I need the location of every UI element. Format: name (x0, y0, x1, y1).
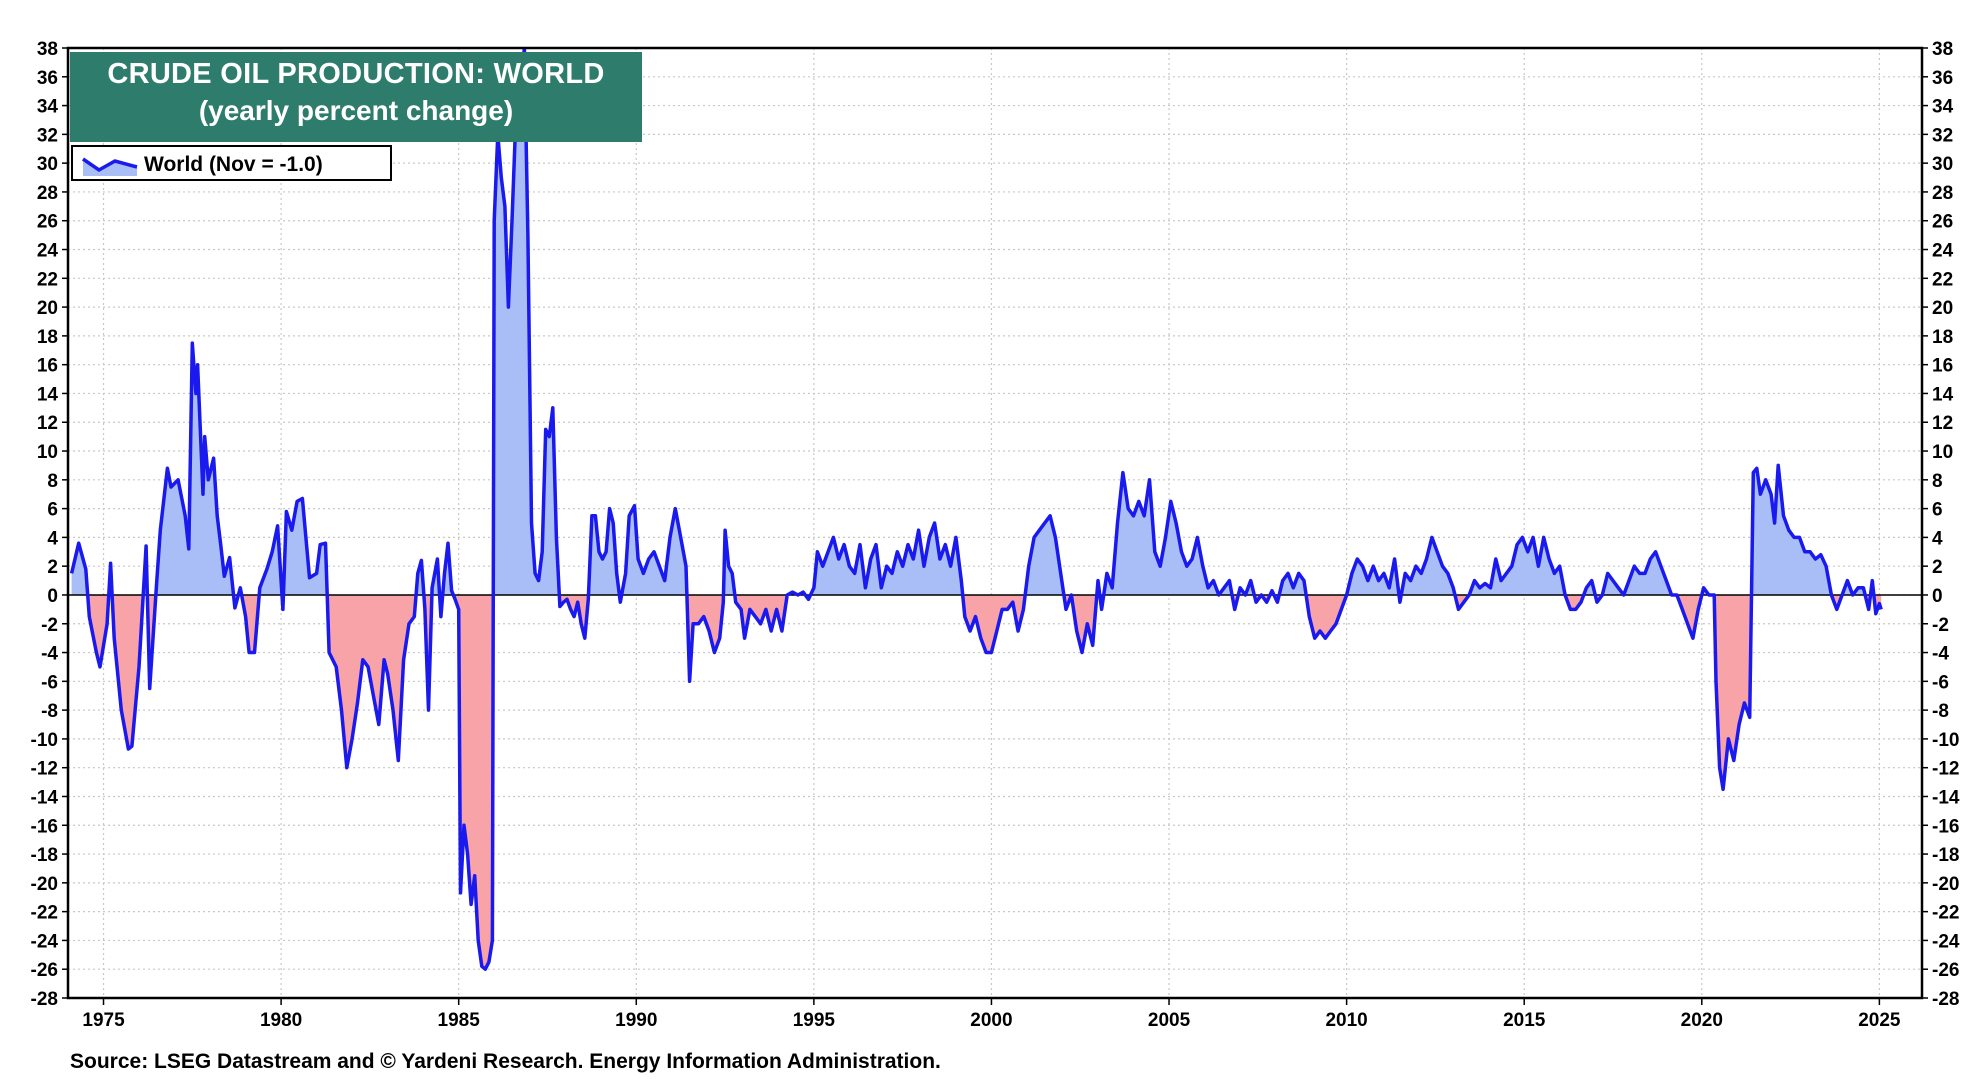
y-tick-label-right: -12 (1932, 759, 1959, 780)
y-tick-label-left: 4 (47, 528, 58, 549)
y-tick-label-right: 16 (1932, 356, 1953, 377)
y-tick-label-right: -20 (1932, 874, 1959, 895)
x-tick-label: 2025 (1858, 1010, 1901, 1031)
y-tick-label-right: 18 (1932, 327, 1953, 348)
y-tick-label-right: -28 (1932, 989, 1959, 1010)
x-tick-label: 2020 (1681, 1010, 1723, 1031)
y-tick-label-left: 2 (47, 557, 58, 578)
y-tick-label-right: 32 (1932, 125, 1953, 146)
y-tick-label-right: -10 (1932, 730, 1959, 751)
y-tick-label-left: -8 (41, 701, 58, 722)
y-tick-label-right: 20 (1932, 298, 1953, 319)
legend-swatch-icon (82, 157, 138, 176)
positive-area (71, 48, 1874, 595)
y-tick-label-left: 38 (37, 39, 58, 60)
y-tick-label-right: -18 (1932, 845, 1959, 866)
y-tick-label-left: 36 (37, 68, 58, 89)
y-tick-label-left: -24 (31, 931, 59, 952)
y-tick-label-right: -6 (1932, 672, 1949, 693)
world-series-line (69, 48, 1883, 971)
y-tick-label-left: 14 (37, 384, 59, 405)
y-tick-label-right: 36 (1932, 68, 1953, 89)
plot-frame (66, 46, 1924, 1000)
negative-area (71, 594, 1882, 970)
y-tick-label-right: -8 (1932, 701, 1949, 722)
y-tick-label-right: -22 (1932, 903, 1959, 924)
y-tick-label-right: 2 (1932, 557, 1943, 578)
y-tick-label-left: 8 (47, 471, 58, 492)
x-tick-label: 2005 (1148, 1010, 1191, 1031)
grid (68, 47, 1922, 999)
area-fill (71, 48, 1882, 970)
y-tick-label-right: 30 (1932, 154, 1953, 175)
y-tick-label-left: -26 (31, 960, 58, 981)
source-note: Source: LSEG Datastream and © Yardeni Re… (70, 1050, 941, 1073)
y-tick-label-left: 26 (37, 212, 58, 233)
y-tick-label-right: 6 (1932, 500, 1943, 521)
y-tick-label-left: 24 (37, 241, 59, 262)
x-tick-label: 2000 (970, 1010, 1012, 1031)
y-tick-label-left: 32 (37, 125, 58, 146)
axis-ticks: -28 -28-26 -26-24 -24-22 -22-20 -20-18 -18-16-… (31, 39, 1960, 1031)
y-tick-label-left: -20 (31, 874, 58, 895)
y-tick-label-right: 4 (1932, 528, 1943, 549)
line-clip (69, 48, 1883, 971)
x-tick-label: 2010 (1325, 1010, 1367, 1031)
y-tick-label-left: 34 (37, 97, 59, 118)
y-tick-label-right: 10 (1932, 442, 1953, 463)
y-tick-label-left: -22 (31, 903, 58, 924)
x-tick-label: 1975 (82, 1010, 125, 1031)
y-tick-label-left: -18 (31, 845, 58, 866)
y-tick-label-left: 6 (47, 500, 58, 521)
y-tick-label-left: 28 (37, 183, 58, 204)
x-tick-label: 1985 (438, 1010, 481, 1031)
y-tick-label-left: -4 (41, 644, 58, 665)
chart-title: CRUDE OIL PRODUCTION: WORLD (107, 58, 605, 90)
y-tick-label-right: 38 (1932, 39, 1953, 60)
x-tick-label: 1990 (615, 1010, 657, 1031)
y-tick-label-left: -12 (31, 759, 58, 780)
legend-label: World (Nov = -1.0) (144, 153, 323, 176)
y-tick-label-right: -26 (1932, 960, 1959, 981)
legend: World (Nov = -1.0) (71, 145, 392, 181)
y-tick-label-left: 0 (47, 586, 58, 607)
y-tick-label-right: 12 (1932, 413, 1953, 434)
x-tick-label: 2015 (1503, 1010, 1546, 1031)
series-line (69, 48, 1883, 971)
y-tick-label-right: 14 (1932, 384, 1954, 405)
x-tick-label: 1980 (260, 1010, 302, 1031)
y-tick-label-right: 34 (1932, 97, 1954, 118)
y-tick-label-right: 26 (1932, 212, 1953, 233)
y-tick-label-right: -24 (1932, 931, 1960, 952)
y-tick-label-right: 8 (1932, 471, 1943, 492)
x-tick-label: 1995 (793, 1010, 836, 1031)
y-tick-label-right: 0 (1932, 586, 1943, 607)
y-tick-label-left: -14 (31, 787, 59, 808)
chart-subtitle: (yearly percent change) (198, 95, 514, 126)
fill-clip (71, 48, 1882, 970)
chart-title-box: CRUDE OIL PRODUCTION: WORLD (yearly perc… (70, 52, 642, 142)
y-tick-label-right: -14 (1932, 787, 1960, 808)
y-tick-label-right: -2 (1932, 615, 1949, 636)
y-tick-label-right: 24 (1932, 241, 1954, 262)
y-tick-label-left: 22 (37, 269, 58, 290)
y-tick-label-left: 30 (37, 154, 58, 175)
y-tick-label-left: 20 (37, 298, 58, 319)
y-tick-label-left: 10 (37, 442, 58, 463)
y-tick-label-right: 22 (1932, 269, 1953, 290)
y-tick-label-right: -4 (1932, 644, 1949, 665)
y-tick-label-right: 28 (1932, 183, 1953, 204)
y-tick-label-right: -16 (1932, 816, 1959, 837)
y-tick-label-left: -10 (31, 730, 58, 751)
y-tick-label-left: -6 (41, 672, 58, 693)
y-tick-label-left: -16 (31, 816, 58, 837)
y-tick-label-left: 18 (37, 327, 58, 348)
y-tick-label-left: -2 (41, 615, 58, 636)
y-tick-label-left: 16 (37, 356, 58, 377)
y-tick-label-left: 12 (37, 413, 58, 434)
y-tick-label-left: -28 (31, 989, 58, 1010)
